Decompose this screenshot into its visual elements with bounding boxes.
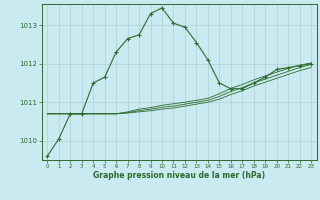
X-axis label: Graphe pression niveau de la mer (hPa): Graphe pression niveau de la mer (hPa) xyxy=(93,171,265,180)
